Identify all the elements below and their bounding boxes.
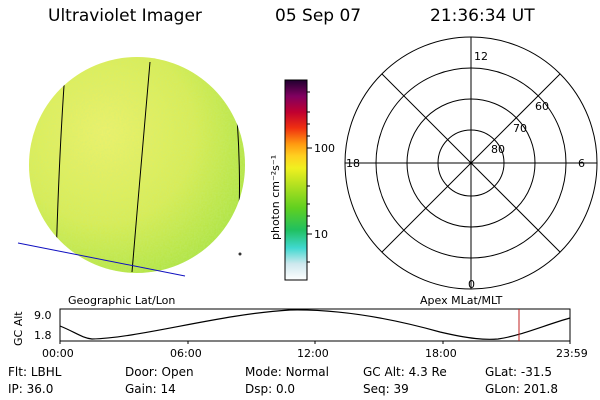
image-date: 05 Sep 07 [275,6,362,26]
altitude-axis-label: GC Alt [12,311,25,346]
time-tick-1200: 12:00 [297,347,329,360]
mlt-label-0: 0 [468,278,475,291]
status-mode: Mode: Normal [245,365,329,379]
mlt-label-18: 18 [346,157,360,170]
altitude-tick-9: 9.0 [34,309,52,322]
color-bar: 100 10 photon cm⁻²s⁻¹ [269,79,335,281]
mlt-label-12: 12 [474,50,488,63]
status-glat: GLat: -31.5 [485,365,552,379]
mlt-label-6: 6 [578,157,585,170]
colorbar-tick-100: 100 [314,142,335,155]
mlat-label-80: 80 [491,143,505,156]
status-dsp: Dsp: 0.0 [245,382,296,396]
status-ip: IP: 36.0 [8,382,54,396]
status-gain: Gain: 14 [125,382,176,396]
altitude-tick-1-8: 1.8 [34,329,52,342]
colorbar-tick-10: 10 [314,228,328,241]
time-tick-2359: 23:59 [556,347,588,360]
longitude-line [131,61,151,273]
altitude-timeline: GC Alt 9.0 1.8 00:00 06:00 12:00 18:00 2… [12,308,588,360]
geographic-label: Geographic Lat/Lon [68,294,175,307]
app-title: Ultraviolet Imager [48,6,202,26]
mlat-label-70: 70 [513,122,527,135]
time-tick-0000: 00:00 [42,347,74,360]
altitude-curve [59,309,571,340]
time-tick-0600: 06:00 [170,347,202,360]
polar-plot [344,36,598,290]
apex-label: Apex MLat/MLT [420,294,503,307]
status-seq: Seq: 39 [363,382,409,396]
terminator-line [17,242,186,277]
time-tick-1800: 18:00 [425,347,457,360]
status-gc-alt: GC Alt: 4.3 Re [363,365,447,379]
image-time: 21:36:34 UT [430,6,535,26]
status-filter: Flt: LBHL [8,365,62,379]
earth-disk-image [17,57,245,277]
status-door: Door: Open [125,365,194,379]
status-glon: GLon: 201.8 [485,382,558,396]
mlat-label-60: 60 [535,100,549,113]
colorbar-unit-label: photon cm⁻²s⁻¹ [269,155,282,240]
